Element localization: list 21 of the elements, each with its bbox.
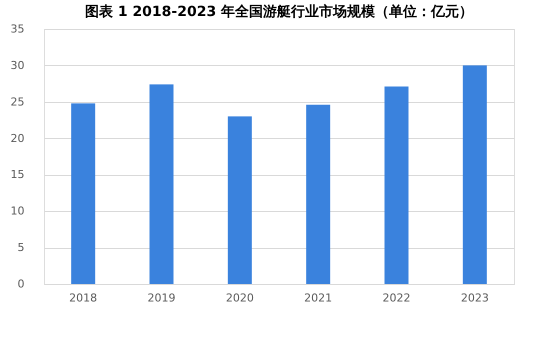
y-tick-label: 35 xyxy=(10,22,24,36)
y-tick-label: 30 xyxy=(10,58,24,72)
y-tick-label: 10 xyxy=(10,204,24,218)
bar xyxy=(384,86,408,284)
bar xyxy=(306,104,330,284)
y-tick-label: 5 xyxy=(18,241,24,254)
bar xyxy=(462,65,487,284)
x-tick-label: 2018 xyxy=(69,292,98,304)
x-tick-label: 2019 xyxy=(148,292,176,304)
y-tick-label: 0 xyxy=(18,278,24,290)
bar xyxy=(71,103,96,284)
x-tick-label: 2022 xyxy=(382,292,410,304)
chart-title: 图表 1 2018-2023 年全国游艇行业市场规模（单位：亿元） xyxy=(84,3,474,20)
x-tick-label: 2020 xyxy=(226,292,254,304)
y-tick-label: 25 xyxy=(10,95,24,108)
bar xyxy=(228,116,252,284)
x-tick-label: 2023 xyxy=(460,292,489,304)
y-tick-label: 20 xyxy=(10,132,24,145)
x-tick-label: 2021 xyxy=(304,292,332,304)
bar xyxy=(150,84,174,284)
y-tick-label: 15 xyxy=(10,168,24,182)
